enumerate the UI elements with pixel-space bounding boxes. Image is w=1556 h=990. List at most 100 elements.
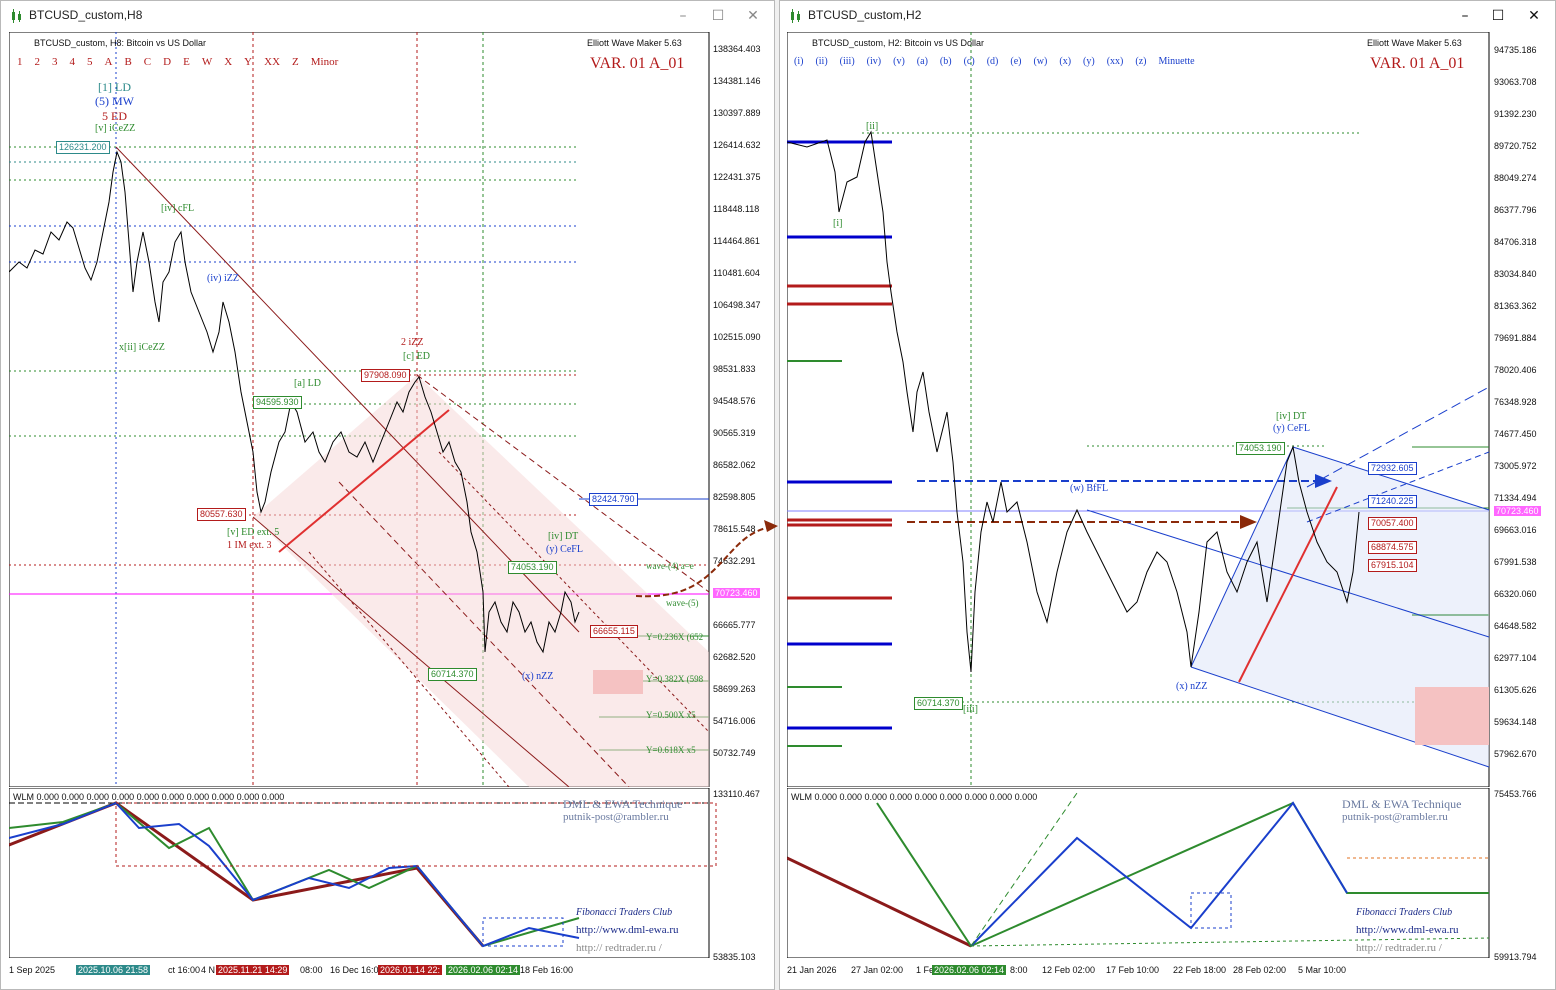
wave-label: [ii] <box>866 121 879 132</box>
wave-degree-item[interactable]: 4 <box>69 56 76 68</box>
wave-label: Y=0.236X (652 <box>646 632 704 642</box>
price-axis-label: 70723.460 <box>1494 506 1541 516</box>
url-link[interactable]: http://www.dml-ewa.ru <box>1356 924 1459 936</box>
price-axis-label: 76348.928 <box>1494 397 1537 407</box>
price-axis-label: 134381.146 <box>713 76 761 86</box>
wave-degree-item[interactable]: B <box>124 56 132 68</box>
wave-label: [iii] <box>963 704 978 715</box>
wave-degree-item[interactable]: (iii) <box>839 56 855 67</box>
ewm-label: Elliott Wave Maker 5.63 <box>1367 38 1462 48</box>
club-text: Fibonacci Traders Club <box>1356 907 1453 918</box>
price-tag: 67915.104 <box>1368 559 1417 572</box>
wave-degree-item[interactable]: Minor <box>310 56 339 68</box>
date-label: 17 Feb 10:00 <box>1106 965 1160 975</box>
date-label: ct 16:00 <box>168 965 201 975</box>
wave-degree-item[interactable]: 3 <box>52 56 58 68</box>
price-tag: 82424.790 <box>589 493 638 506</box>
wave-label: 5 ED <box>102 109 127 123</box>
price-chart-h8[interactable] <box>9 32 769 787</box>
sub-axis-bottom: 53835.103 <box>713 952 756 962</box>
wave-degree-item[interactable]: (i) <box>794 56 804 67</box>
price-chart-h2[interactable] <box>787 32 1556 787</box>
wave-degree-item[interactable]: 2 <box>34 56 41 68</box>
wave-degree-item[interactable]: 1 <box>17 56 23 68</box>
price-axis-label: 74632.291 <box>713 556 756 566</box>
wave-degree-item[interactable]: (v) <box>893 56 905 67</box>
price-axis-label: 118448.118 <box>713 204 760 214</box>
wave-degree-item[interactable]: (c) <box>963 56 975 67</box>
wlm-indicator-h2[interactable] <box>787 788 1556 958</box>
wave-degree-item[interactable]: (y) <box>1083 56 1095 67</box>
price-tag: 72932.605 <box>1368 462 1417 475</box>
title-bar[interactable]: BTCUSD_custom,H8 – ☐ ✕ <box>1 1 774 31</box>
wave-label: (y) CeFL <box>1273 423 1310 434</box>
club-text: Fibonacci Traders Club <box>576 907 673 918</box>
chart-window-h8[interactable]: BTCUSD_custom,H8 – ☐ ✕ <box>0 0 775 990</box>
email-text: putnik-post@rambler.ru <box>1342 811 1448 823</box>
close-icon[interactable]: ✕ <box>1528 8 1540 24</box>
wave-degree-bar[interactable]: (i) (ii) (iii) (iv) (v) (a) (b) (c) (d) (e) (w) (x)… <box>794 56 1207 67</box>
price-axis-label: 57962.670 <box>1494 749 1537 759</box>
wave-label: (x) nZZ <box>522 671 554 682</box>
wave-degree-item[interactable]: (xx) <box>1106 56 1124 67</box>
wave-label: [v] ED ext. 5 <box>227 527 280 538</box>
url-link[interactable]: http://www.dml-ewa.ru <box>576 924 679 936</box>
price-tag: 74053.190 <box>508 561 557 574</box>
price-axis-label: 59634.148 <box>1494 717 1537 727</box>
wave-label: [i] <box>833 218 843 229</box>
wave-degree-item[interactable]: (x) <box>1059 56 1072 67</box>
wave-degree-item[interactable]: Minuette <box>1158 56 1195 67</box>
wave-label: x[ii] iCeZZ <box>119 342 165 353</box>
price-axis-label: 106498.347 <box>713 300 761 310</box>
wave-degree-item[interactable]: (z) <box>1135 56 1147 67</box>
minimize-icon[interactable]: – <box>1461 8 1469 24</box>
maximize-icon[interactable]: ☐ <box>1491 8 1505 24</box>
wave-label: [a] LD <box>294 378 321 389</box>
date-label: 4 N <box>201 965 216 975</box>
wave-degree-item[interactable]: D <box>163 56 172 68</box>
price-axis-label: 70723.460 <box>713 588 760 598</box>
wlm-indicator-h8[interactable] <box>9 788 769 958</box>
url-link-2[interactable]: http:// redtrader.ru / <box>576 942 662 954</box>
price-axis-label: 54716.006 <box>713 716 756 726</box>
wave-degree-item[interactable]: 5 <box>87 56 93 68</box>
price-tag: 68874.575 <box>1368 541 1417 554</box>
price-axis-label: 93063.708 <box>1494 77 1537 87</box>
wave-degree-item[interactable]: C <box>143 56 152 68</box>
trend-line <box>416 374 710 593</box>
wave-degree-item[interactable]: XX <box>264 56 281 68</box>
wave-degree-item[interactable]: W <box>201 56 213 68</box>
wave-label: wave-(4) a=e <box>646 561 694 571</box>
wave-label: Y=0.382X (598 <box>646 674 704 684</box>
date-label: 12 Feb 02:00 <box>1042 965 1096 975</box>
wave-degree-item[interactable]: Y <box>244 56 253 68</box>
price-axis-label: 126414.632 <box>713 140 761 150</box>
price-axis-label: 66320.060 <box>1494 589 1537 599</box>
wave-degree-item[interactable]: (ii) <box>815 56 828 67</box>
wave-label: 2 iZZ <box>401 337 424 348</box>
price-axis-label: 84706.318 <box>1494 237 1537 247</box>
price-axis-label: 122431.375 <box>713 172 761 182</box>
wave-degree-item[interactable]: (e) <box>1010 56 1022 67</box>
url-link-2[interactable]: http:// redtrader.ru / <box>1356 942 1442 954</box>
minimize-icon[interactable]: – <box>679 8 687 24</box>
wave-degree-item[interactable]: (w) <box>1033 56 1048 67</box>
wave-degree-item[interactable]: A <box>104 56 113 68</box>
wave-degree-item[interactable]: (d) <box>986 56 999 67</box>
price-axis-label: 94735.186 <box>1494 45 1537 55</box>
wave-degree-bar[interactable]: 1 2 3 4 5 A B C D E W X Y XX Z Minor <box>17 56 350 68</box>
wave-label: 1 IM ext. 3 <box>227 540 272 551</box>
wave-degree-item[interactable]: E <box>183 56 190 68</box>
wave-degree-item[interactable]: X <box>224 56 233 68</box>
wave-degree-item[interactable]: (iv) <box>866 56 882 67</box>
close-icon[interactable]: ✕ <box>747 8 759 24</box>
title-bar[interactable]: BTCUSD_custom,H2 – ☐ ✕ <box>780 1 1555 31</box>
sub-axis-top: 133110.467 <box>713 789 760 799</box>
wave-degree-item[interactable]: Z <box>292 56 299 68</box>
maximize-icon[interactable]: ☐ <box>711 8 725 24</box>
wave-degree-item[interactable]: (a) <box>916 56 928 67</box>
chart-window-h2[interactable]: BTCUSD_custom,H2 – ☐ ✕ <box>779 0 1556 990</box>
wave-degree-item[interactable]: (b) <box>939 56 952 67</box>
price-axis-label: 90565.319 <box>713 428 756 438</box>
price-axis-label: 89720.752 <box>1494 141 1537 151</box>
